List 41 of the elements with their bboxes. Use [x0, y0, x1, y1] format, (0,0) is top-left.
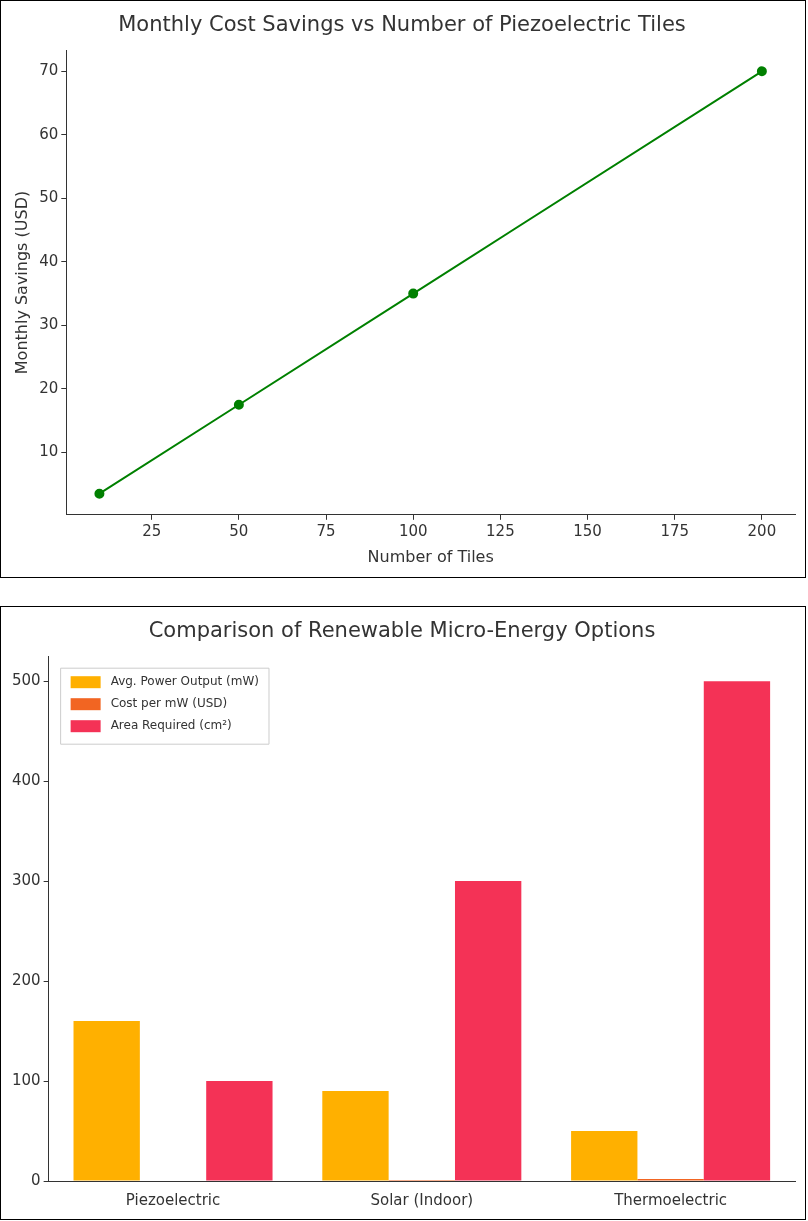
- legend-label: Cost per mW (USD): [110, 696, 228, 711]
- x-tick-label: 25: [142, 521, 162, 540]
- bar: [322, 1091, 389, 1181]
- y-tick-label: 0: [31, 1170, 41, 1189]
- point: [408, 288, 419, 299]
- point: [756, 66, 767, 77]
- y-tick-label: 100: [11, 1070, 41, 1089]
- y-tick-label: 500: [11, 671, 41, 690]
- y-tick-label: 10: [39, 442, 59, 461]
- legend-label: Area Required (cm²): [110, 718, 232, 733]
- bar: [73, 1021, 140, 1181]
- x-tick-label: 100: [398, 521, 428, 540]
- bar: [703, 681, 771, 1181]
- x-tick-label: 150: [573, 521, 602, 540]
- y-tick-label: 70: [39, 61, 59, 80]
- y-tick-label: 400: [11, 771, 41, 790]
- y-tick-label: 30: [39, 315, 59, 334]
- y-axis-title: Monthly Savings (USD): [11, 190, 31, 375]
- y-tick-label: 20: [39, 378, 59, 397]
- x-tick-label: 75: [316, 521, 336, 540]
- bar: [206, 1081, 273, 1181]
- x-tick-label: 200: [747, 521, 777, 540]
- x-tick-label: Piezoelectric: [125, 1190, 221, 1209]
- y-tick-label: 50: [39, 188, 59, 207]
- x-tick-label: 175: [660, 521, 690, 540]
- x-tick-label: 125: [486, 521, 515, 540]
- x-tick-label: 50: [229, 521, 249, 540]
- y-tick-label: 40: [39, 251, 59, 270]
- y-tick-label: 300: [11, 871, 41, 889]
- bar: [571, 1131, 638, 1181]
- chart-title: Comparison of Renewable Micro-Energy Options: [148, 618, 656, 643]
- bar: [454, 881, 522, 1181]
- point: [233, 399, 244, 410]
- x-tick-label: Solar (Indoor): [370, 1190, 474, 1209]
- x-tick-label: Thermoelectric: [613, 1190, 728, 1209]
- y-tick-label: 60: [39, 124, 59, 143]
- y-tick-label: 200: [11, 970, 41, 989]
- legend-label: Avg. Power Output (mW): [110, 674, 260, 689]
- chart-title: Monthly Cost Savings vs Number of Piezoelectric Tiles: [118, 12, 686, 37]
- x-axis-title: Number of Tiles: [367, 546, 494, 566]
- point: [94, 488, 105, 499]
